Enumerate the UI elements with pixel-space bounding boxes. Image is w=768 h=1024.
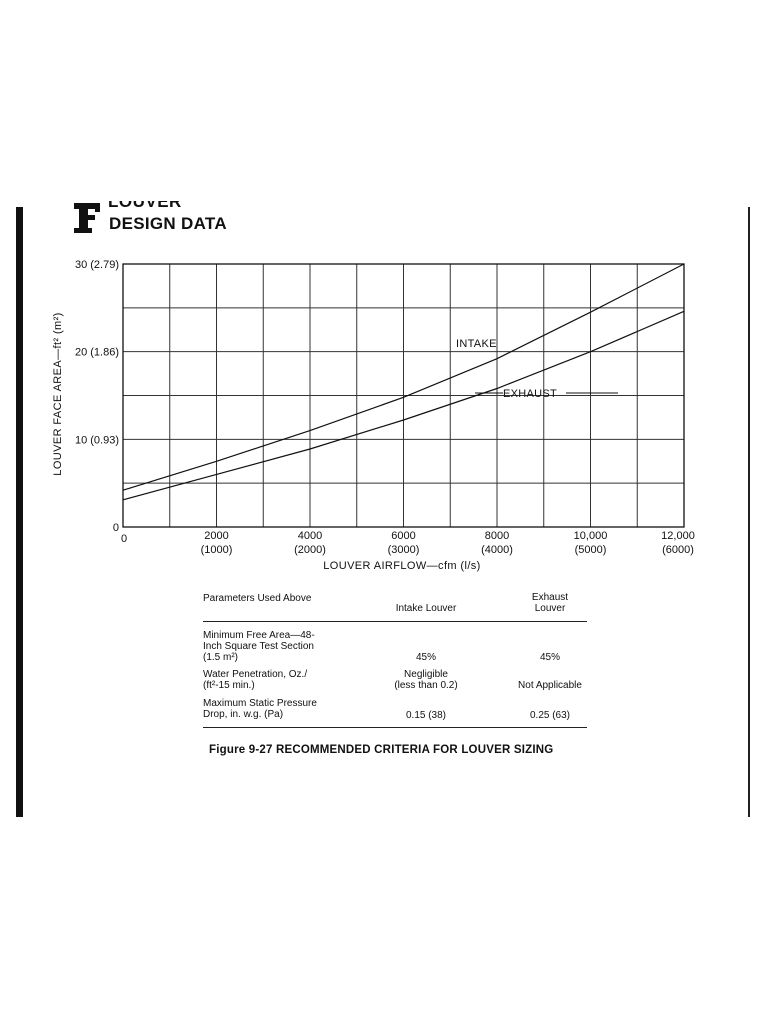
y-tick-label: 0 [113,522,119,534]
table-row-static-pressure: Maximum Static Pressure Drop, in. w.g. (… [203,698,317,720]
series-label-exhaust: EXHAUST [503,388,557,400]
header-title: DESIGN DATA [109,214,227,233]
header-line1: LOUVER [108,201,182,211]
table-cell-intake: 0.15 (38) [405,710,447,721]
x-tick-label: 2000 [204,530,228,542]
table-header-exhaust-line2: Louver [534,603,566,614]
x-tick-label: 0 [121,533,127,545]
table-cell-exhaust: 45% [539,652,560,663]
table-cell-intake-line: Negligible [404,669,448,680]
plot-frame [122,263,685,528]
x-tick-sublabel: (2000) [294,544,326,556]
x-tick-sublabel: (1000) [201,544,233,556]
table-cell-exhaust: Not Applicable [518,680,582,691]
y-tick-label: 10 (0.93) [75,434,119,446]
table-header-exhaust-line1: Exhaust [531,592,569,603]
y-tick-label: 20 (1.86) [75,347,119,359]
x-tick-label: 10,000 [574,530,608,542]
brand-logo-icon [74,203,100,233]
table-header-intake: Intake Louver [395,603,457,614]
table-row-water-penetration: Water Penetration, Oz./ (ft²-15 min.) [203,669,307,691]
series-label-intake: INTAKE [456,338,497,350]
table-header-rule [203,621,587,622]
y-axis-title: LOUVER FACE AREA—ft² (m²) [52,312,64,475]
series-line-exhaust [122,310,685,501]
x-axis-title: LOUVER AIRFLOW—cfm (l/s) [323,560,481,572]
table-cell-param: Inch Square Test Section [203,641,314,652]
table-cell-param: Minimum Free Area—48- [203,630,315,641]
table-cell-intake-line: (less than 0.2) [394,680,458,691]
figure-caption: Figure 9-27 RECOMMENDED CRITERIA FOR LOU… [209,744,554,756]
series-line-intake [122,263,685,491]
table-cell-param: Water Penetration, Oz./ [203,669,308,680]
table-cell-param: Drop, in. w.g. (Pa) [203,709,284,720]
page-right-border [748,207,750,817]
table-header-param: Parameters Used Above [203,593,312,604]
table-cell-exhaust: 0.25 (63) [529,710,571,721]
table-cell-intake: Negligible (less than 0.2) [378,669,474,691]
x-tick-label: 4000 [298,530,322,542]
x-tick-sublabel: (6000) [662,544,694,556]
x-tick-sublabel: (4000) [481,544,513,556]
x-tick-label: 12,000 [661,530,695,542]
x-tick-label: 6000 [391,530,415,542]
table-cell-intake: 45% [415,652,436,663]
table-cell-param: (ft²-15 min.) [203,680,255,691]
header-line1-clip: LOUVER [108,201,228,212]
table-row-free-area: Minimum Free Area—48- Inch Square Test S… [203,630,315,663]
table-bottom-rule [203,727,587,728]
table-cell-param: Maximum Static Pressure [203,698,317,709]
x-tick-sublabel: (5000) [575,544,607,556]
y-tick-label: 30 (2.79) [75,259,119,271]
table-cell-param: (1.5 m²) [203,652,238,663]
x-tick-label: 8000 [485,530,509,542]
x-tick-sublabel: (3000) [388,544,420,556]
page-left-border [16,207,23,817]
